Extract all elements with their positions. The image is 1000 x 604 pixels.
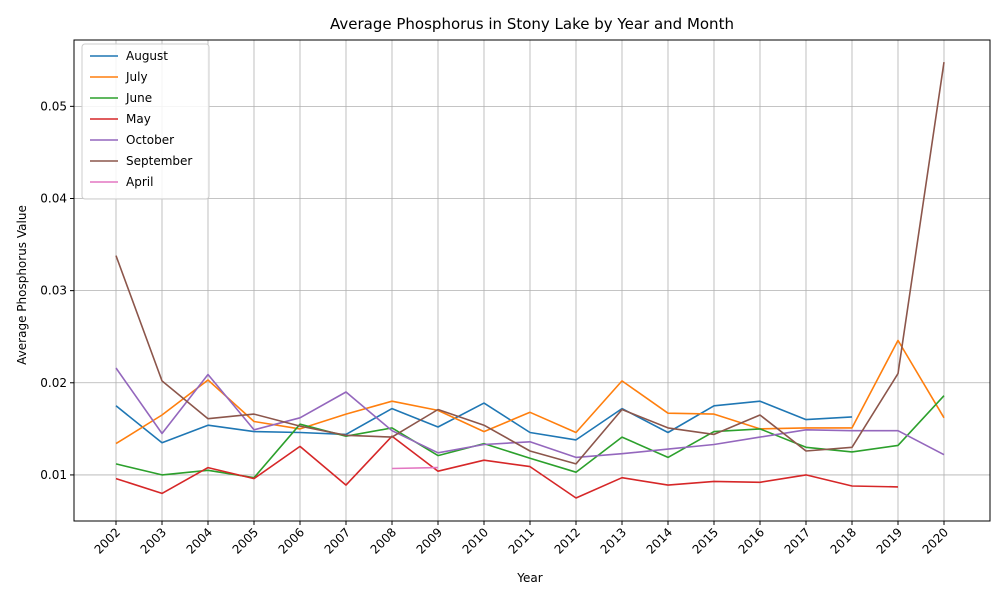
y-tick-label: 0.04 [40,191,67,205]
plot-area [74,40,990,521]
legend-label-july: July [125,70,148,84]
x-axis-label: Year [516,571,542,585]
y-tick-label: 0.03 [40,284,67,298]
series-line-april [392,468,438,469]
y-tick-label: 0.01 [40,468,67,482]
legend: August July June May October September April [82,44,209,199]
legend-label-october: October [126,133,174,147]
y-axis-label: Average Phosphorus Value [15,205,29,365]
legend-label-september: September [126,154,192,168]
y-tick-label: 0.02 [40,376,67,390]
legend-label-june: June [125,91,152,105]
legend-label-may: May [126,112,151,126]
y-tick-label: 0.05 [40,99,67,113]
legend-label-april: April [126,175,153,189]
chart-title: Average Phosphorus in Stony Lake by Year… [330,15,734,33]
legend-label-august: August [126,49,168,63]
